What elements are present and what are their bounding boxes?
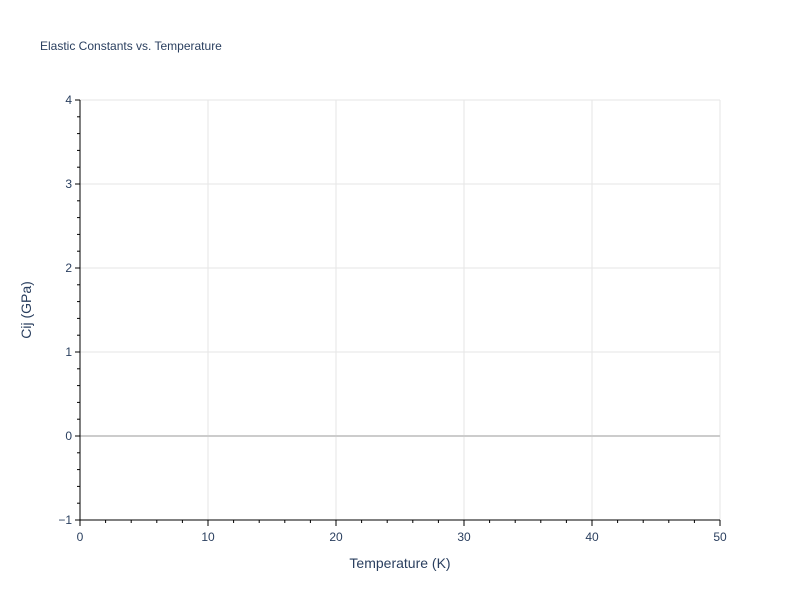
x-axis-label: Temperature (K) [349,555,450,571]
y-axis-label: Cij (GPa) [18,281,34,339]
y-tick-label: 0 [65,429,72,443]
x-tick-label: 40 [585,530,599,544]
y-tick-label: −1 [58,513,72,527]
x-tick-label: 30 [457,530,471,544]
x-tick-label: 50 [713,530,727,544]
x-tick-label: 0 [77,530,84,544]
grid [80,99,721,520]
x-tick-label: 20 [329,530,343,544]
chart-title: Elastic Constants vs. Temperature [40,39,222,53]
axes: 0 10 20 30 40 50 −1 0 1 2 3 4 [58,93,727,544]
x-tick-label: 10 [201,530,215,544]
y-tick-label: 3 [65,177,72,191]
y-tick-label: 1 [65,345,72,359]
y-tick-label: 2 [65,261,72,275]
y-tick-label: 4 [65,93,72,107]
